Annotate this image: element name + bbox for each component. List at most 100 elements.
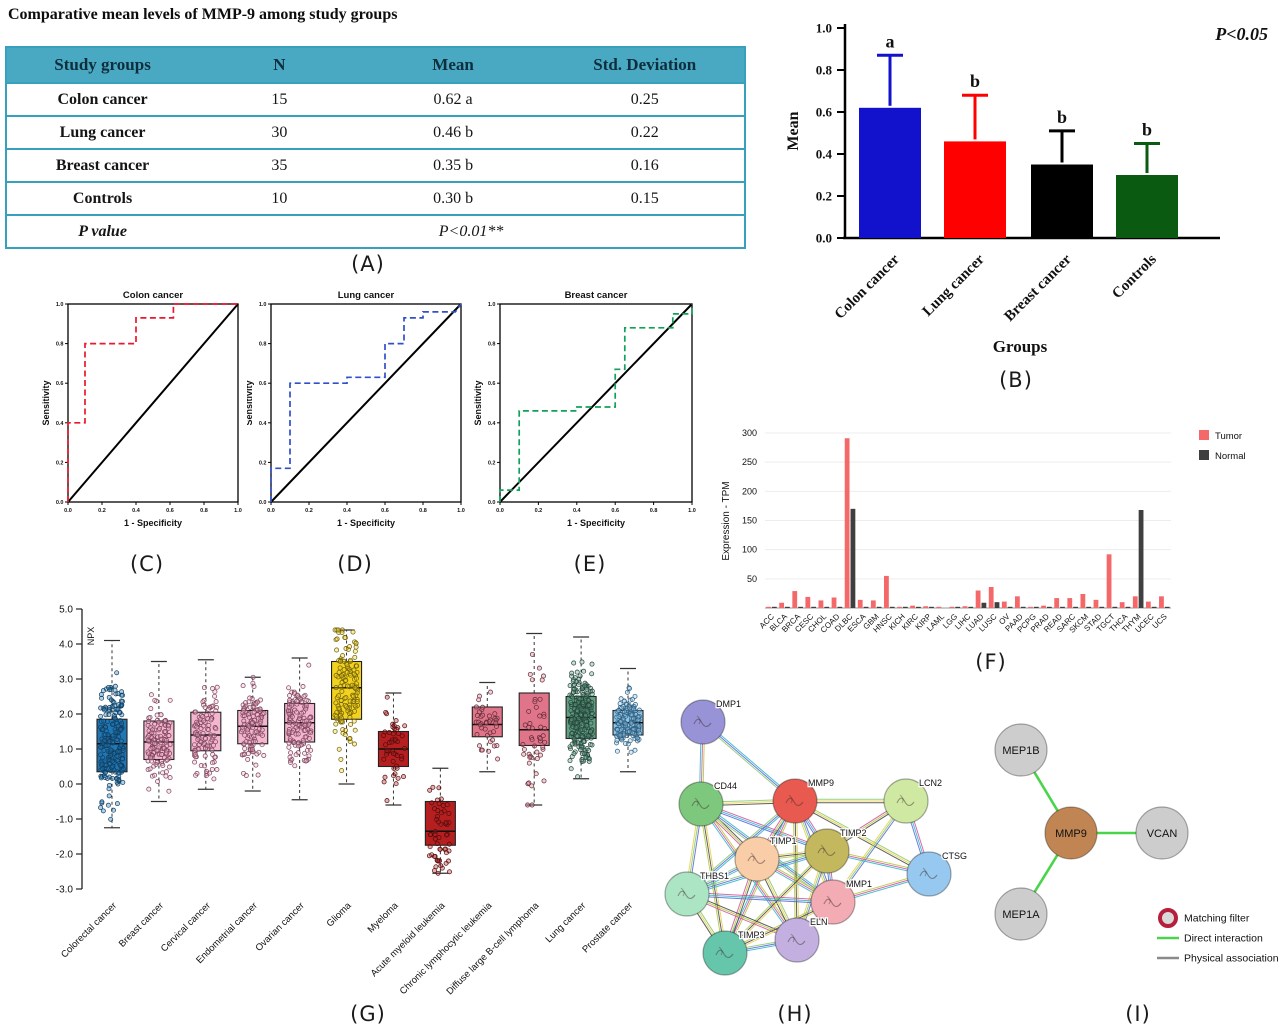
svg-text:0.2: 0.2: [305, 508, 313, 514]
table-header: Study groups N Mean Std. Deviation: [6, 47, 745, 84]
figure-title: Comparative mean levels of MMP-9 among s…: [8, 6, 398, 23]
svg-text:NPX: NPX: [86, 627, 96, 646]
svg-text:Breast cancer: Breast cancer: [1002, 251, 1076, 325]
svg-text:0.2: 0.2: [259, 460, 267, 466]
svg-text:TIMP2: TIMP2: [840, 828, 867, 838]
svg-text:250: 250: [742, 457, 757, 467]
svg-text:Groups: Groups: [993, 337, 1048, 356]
svg-text:0.2: 0.2: [535, 508, 543, 514]
table-cell: 0.25: [545, 83, 745, 117]
table-cell: Colon cancer: [6, 83, 199, 117]
svg-text:Controls: Controls: [1109, 251, 1160, 302]
svg-text:0.6: 0.6: [259, 381, 267, 387]
svg-text:b: b: [1057, 107, 1067, 127]
table-cell: 30: [198, 116, 361, 150]
svg-text:-2.0: -2.0: [56, 850, 74, 861]
svg-text:Sensitivity: Sensitivity: [247, 380, 254, 425]
panel-e-roc-breast: 0.00.0 0.2 0.2 0.4 0.4 0.6 0.6 0.8 0.8 1.0 1.0 Brea…: [474, 290, 696, 528]
svg-text:0.4: 0.4: [488, 421, 497, 427]
svg-text:0.4: 0.4: [573, 508, 582, 514]
svg-text:b: b: [1142, 120, 1152, 140]
svg-text:300: 300: [742, 428, 757, 438]
table-cell: 35: [198, 149, 361, 183]
table-cell: Lung cancer: [6, 116, 199, 150]
svg-text:Normal: Normal: [1215, 451, 1246, 462]
svg-text:1.0: 1.0: [488, 302, 496, 308]
svg-text:Prostate cancer: Prostate cancer: [580, 900, 635, 955]
column-header: Mean: [360, 47, 546, 84]
svg-text:1 - Specificity: 1 - Specificity: [124, 518, 182, 528]
svg-text:Colon cancer: Colon cancer: [832, 251, 903, 322]
svg-text:VCAN: VCAN: [1147, 828, 1178, 840]
svg-text:b: b: [970, 71, 980, 91]
table-row: Controls 10 0.30 b 0.15: [6, 182, 745, 216]
network-group: MEP1B MMP9 VCAN MEP1A Matching filter Direct …: [994, 723, 1279, 965]
svg-text:Direct interaction: Direct interaction: [1184, 933, 1263, 945]
svg-text:2.0: 2.0: [59, 710, 73, 721]
table-cell: 0.30 b: [360, 182, 546, 216]
table-row: Colon cancer 15 0.62 a 0.25: [6, 83, 745, 117]
svg-text:0.6: 0.6: [488, 381, 496, 387]
svg-text:1.0: 1.0: [816, 21, 832, 36]
table-cell: Breast cancer: [6, 149, 199, 183]
roc-group: 0.00.0 0.2 0.2 0.4 0.4 0.6 0.6 0.8 0.8 1.0 1.0 Colo…: [41, 290, 242, 528]
table-cell: Controls: [6, 182, 199, 216]
svg-text:0.0: 0.0: [488, 500, 496, 506]
panel-h-string-network: DMP1 CD44 MMP9 LCN2 TIMP1 TIMP2 CTSG THBS1 MMP1 E…: [664, 698, 968, 976]
svg-text:0.8: 0.8: [200, 508, 208, 514]
svg-text:Matching filter: Matching filter: [1184, 913, 1250, 925]
caption-e: (E): [573, 552, 607, 576]
svg-text:4.0: 4.0: [59, 640, 73, 651]
svg-text:0.8: 0.8: [650, 508, 658, 514]
panel-f-expression-chart: 50100150200250300ACCBLCABRCACESCCHOLCOAD…: [721, 428, 1246, 635]
svg-text:CTSG: CTSG: [942, 851, 967, 861]
svg-text:50: 50: [747, 574, 757, 584]
svg-text:5.0: 5.0: [59, 605, 73, 616]
network-group: DMP1 CD44 MMP9 LCN2 TIMP1 TIMP2 CTSG THBS1 MMP1 E…: [664, 698, 968, 976]
svg-text:0.0: 0.0: [259, 500, 267, 506]
caption-d: (D): [337, 552, 373, 576]
table-row: Breast cancer 35 0.35 b 0.16: [6, 149, 745, 183]
svg-text:200: 200: [742, 486, 757, 496]
p-value-label: P value: [6, 215, 199, 249]
svg-text:Lung cancer: Lung cancer: [920, 251, 988, 319]
svg-text:TIMP3: TIMP3: [738, 930, 765, 940]
svg-text:Myeloma: Myeloma: [366, 900, 402, 936]
roc-group: 0.00.0 0.2 0.2 0.4 0.4 0.6 0.6 0.8 0.8 1.0 1.0 Brea…: [474, 290, 696, 528]
expression-chart-group: 50100150200250300ACCBLCABRCACESCCHOLCOAD…: [721, 428, 1246, 635]
svg-text:MMP1: MMP1: [846, 879, 872, 889]
svg-text:1.0: 1.0: [457, 508, 465, 514]
svg-text:Lung cancer: Lung cancer: [338, 290, 395, 301]
svg-text:0.2: 0.2: [488, 460, 496, 466]
table-cell: 0.35 b: [360, 149, 546, 183]
svg-text:0.8: 0.8: [816, 63, 833, 78]
svg-text:-1.0: -1.0: [56, 815, 74, 826]
table-cell: 0.62 a: [360, 83, 546, 117]
caption-h: (H): [777, 1002, 813, 1026]
svg-text:-3.0: -3.0: [56, 885, 74, 896]
svg-text:MEP1A: MEP1A: [1002, 909, 1040, 921]
svg-text:CD44: CD44: [714, 781, 737, 791]
svg-text:Physical association: Physical association: [1184, 953, 1279, 965]
svg-text:0.6: 0.6: [166, 508, 174, 514]
svg-text:Mean: Mean: [785, 111, 802, 150]
svg-text:Glioma: Glioma: [325, 900, 355, 930]
table-cell: 0.46 b: [360, 116, 546, 150]
column-header: N: [198, 47, 361, 84]
svg-text:THBS1: THBS1: [700, 871, 729, 881]
svg-text:0.0: 0.0: [64, 508, 72, 514]
svg-text:Expression - TPM: Expression - TPM: [721, 481, 732, 560]
svg-text:0.0: 0.0: [816, 231, 832, 246]
svg-text:Chronic lymphocytic leukemia: Chronic lymphocytic leukemia: [398, 900, 495, 997]
svg-text:LCN2: LCN2: [919, 778, 942, 788]
bar-chart-group: 0.0 0.2 0.4 0.6 0.8 1.0 a Colon cancer b Lung can…: [785, 21, 1268, 357]
svg-text:0.6: 0.6: [56, 381, 64, 387]
svg-text:Diffuse large B-cell lymphoma: Diffuse large B-cell lymphoma: [444, 900, 541, 997]
svg-text:150: 150: [742, 516, 757, 526]
svg-text:MEP1B: MEP1B: [1002, 745, 1039, 757]
roc-group: 0.00.0 0.2 0.2 0.4 0.4 0.6 0.6 0.8 0.8 1.0 1.0 Lung…: [247, 290, 465, 528]
column-header: Study groups: [6, 47, 199, 84]
svg-text:0.4: 0.4: [343, 508, 352, 514]
svg-text:MMP9: MMP9: [1055, 828, 1087, 840]
caption-a: (A): [351, 252, 385, 276]
